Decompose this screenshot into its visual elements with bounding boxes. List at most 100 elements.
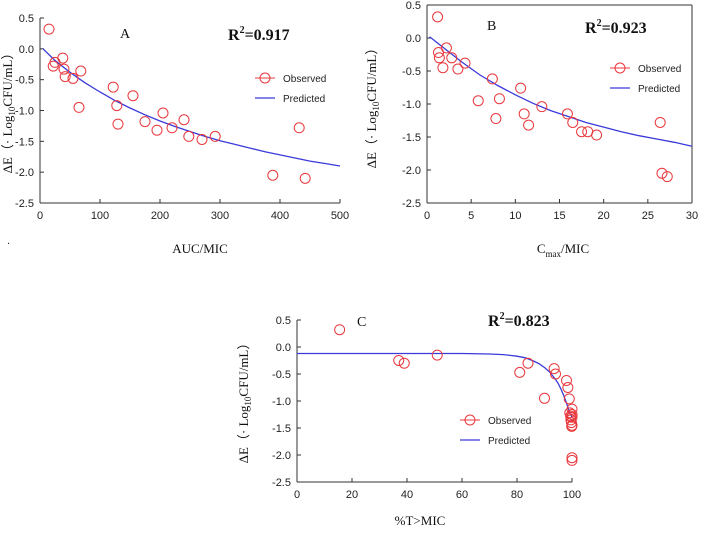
observed-point	[518, 108, 530, 120]
x-tick-label: 0	[294, 489, 300, 501]
observed-point	[166, 122, 178, 134]
y-tick-label: -0.5	[15, 75, 34, 87]
observed-point	[562, 382, 574, 393]
y-axis-label-part: ΔE（· Log	[236, 405, 251, 463]
y-tick-label: 0.0	[19, 44, 34, 56]
x-tick-label: 100	[91, 210, 109, 222]
observed-point	[107, 81, 119, 93]
panel-letter: A	[120, 27, 131, 42]
x-axis-label-subscript: max	[546, 249, 562, 259]
y-axis-label-subscript: 10	[243, 396, 253, 406]
r-squared-text: R	[228, 27, 240, 44]
observed-point	[539, 392, 550, 404]
observed-point	[196, 133, 208, 145]
y-axis-label-subscript: 10	[371, 101, 381, 111]
observed-point	[393, 355, 405, 366]
observed-point	[563, 393, 575, 405]
r-squared-text: R	[585, 20, 597, 37]
observed-point	[59, 71, 71, 83]
observed-point	[67, 72, 79, 84]
x-axis-label: AUC/MIC	[172, 241, 228, 256]
observed-point	[49, 56, 61, 68]
r-squared-superscript: 2	[240, 25, 245, 36]
x-tick-label: 200	[151, 210, 169, 222]
legend-predicted-label: Predicted	[488, 436, 530, 447]
observed-point	[566, 452, 578, 464]
legend-observed-label: Observed	[638, 64, 681, 75]
x-tick-label: 10	[509, 210, 521, 222]
observed-point	[452, 63, 464, 75]
observed-point	[654, 116, 666, 128]
observed-point	[57, 52, 69, 64]
x-tick-label: 15	[553, 210, 565, 222]
observed-point	[112, 118, 124, 130]
observed-point	[73, 101, 85, 113]
observed-point	[515, 82, 527, 94]
observed-point	[183, 130, 195, 142]
observed-point	[656, 167, 668, 179]
observed-point	[459, 57, 471, 69]
observed-point	[561, 108, 573, 120]
x-tick-label: 30	[686, 210, 698, 222]
y-tick-label: -1.0	[402, 99, 421, 111]
x-tick-label: 400	[271, 210, 289, 222]
y-tick-label: -2.0	[272, 450, 291, 462]
observed-point	[548, 363, 560, 375]
observed-point	[43, 23, 55, 35]
y-tick-label: 0.5	[406, 0, 421, 12]
y-axis-label-part: CFU/mL）	[236, 337, 251, 397]
observed-point	[58, 63, 70, 75]
y-tick-label: 0.0	[406, 33, 421, 45]
y-tick-label: -2.5	[15, 198, 34, 210]
observed-point	[566, 411, 578, 423]
r-squared-label: R2=0.917	[228, 25, 290, 44]
y-tick-label: -1.5	[15, 136, 34, 148]
x-tick-label: 25	[642, 210, 654, 222]
x-tick-label: 20	[346, 489, 358, 501]
x-tick-label: 0	[424, 210, 430, 222]
x-tick-label: 300	[211, 210, 229, 222]
legend-observed-marker	[259, 72, 271, 84]
legend-observed-marker	[464, 414, 476, 426]
y-tick-label: -0.5	[402, 66, 421, 78]
legend: Observed Predicted	[255, 72, 326, 105]
observed-point	[433, 52, 445, 64]
observed-point	[561, 374, 572, 386]
predicted-curve	[297, 352, 573, 418]
panel-C: 0.5 0.0 -0.5 -1.0 -1.5 -2.0 -2.50 20 40 60 80 100 C R…	[236, 311, 581, 528]
y-tick-label: 0.5	[276, 315, 291, 327]
y-axis-label-part: ΔE（· Log	[364, 110, 379, 168]
observed-point	[522, 357, 534, 369]
observed-point	[178, 114, 190, 126]
x-tick-label: 5	[468, 210, 474, 222]
y-tick-label: -2.5	[272, 477, 291, 489]
predicted-curve	[429, 36, 693, 147]
observed-point	[398, 357, 410, 369]
r-squared-text: R	[488, 313, 500, 330]
x-tick-label: 100	[563, 489, 581, 501]
observed-point	[523, 119, 535, 131]
observed-point	[111, 100, 123, 112]
panel-letter: B	[487, 19, 496, 34]
observed-point	[566, 419, 578, 431]
observed-point	[440, 42, 452, 54]
y-axis-label: ΔE（· Log10CFU/mL）	[0, 47, 17, 174]
observed-point	[567, 116, 579, 128]
panel-A: 0.5 0.0 -0.5 -1.0 -1.5 -2.0 -2.50 100 200 300 400 5…	[0, 13, 349, 256]
r-squared-value: =0.917	[245, 27, 290, 44]
x-tick-label: 80	[511, 489, 523, 501]
observed-point	[591, 129, 603, 141]
x-tick-label: 500	[331, 210, 349, 222]
observed-point	[566, 409, 578, 420]
x-tick-label: 40	[401, 489, 413, 501]
legend: Observed Predicted	[610, 62, 681, 95]
observed-point	[157, 107, 169, 119]
y-axis-label-part: CFU/mL）	[364, 42, 379, 102]
y-axis-label-part: CFU/mL）	[0, 47, 15, 107]
y-axis-label-part: ΔE（· Log	[0, 115, 15, 173]
r-squared-label: R2=0.923	[585, 18, 647, 37]
r-squared-superscript: 2	[597, 18, 602, 29]
observed-point	[486, 73, 498, 85]
x-axis-label-part: C	[537, 241, 546, 256]
x-axis-label: Cmax/MIC	[537, 241, 589, 259]
